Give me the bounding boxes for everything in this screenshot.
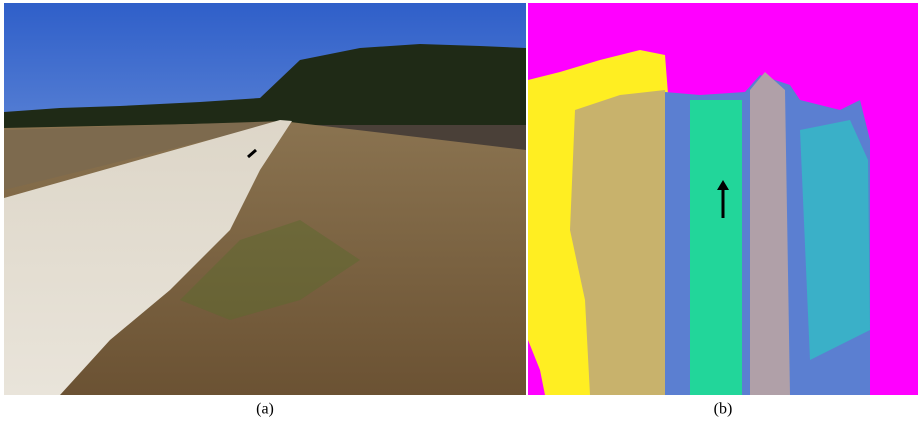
figure: (a) (b) [0,0,920,423]
caption: (b) [714,401,733,418]
green-class [690,100,742,395]
gray-class [750,72,790,395]
map-panel [528,3,918,395]
photo-panel [4,3,526,395]
caption: (a) [256,401,274,418]
teal-class [800,120,870,360]
